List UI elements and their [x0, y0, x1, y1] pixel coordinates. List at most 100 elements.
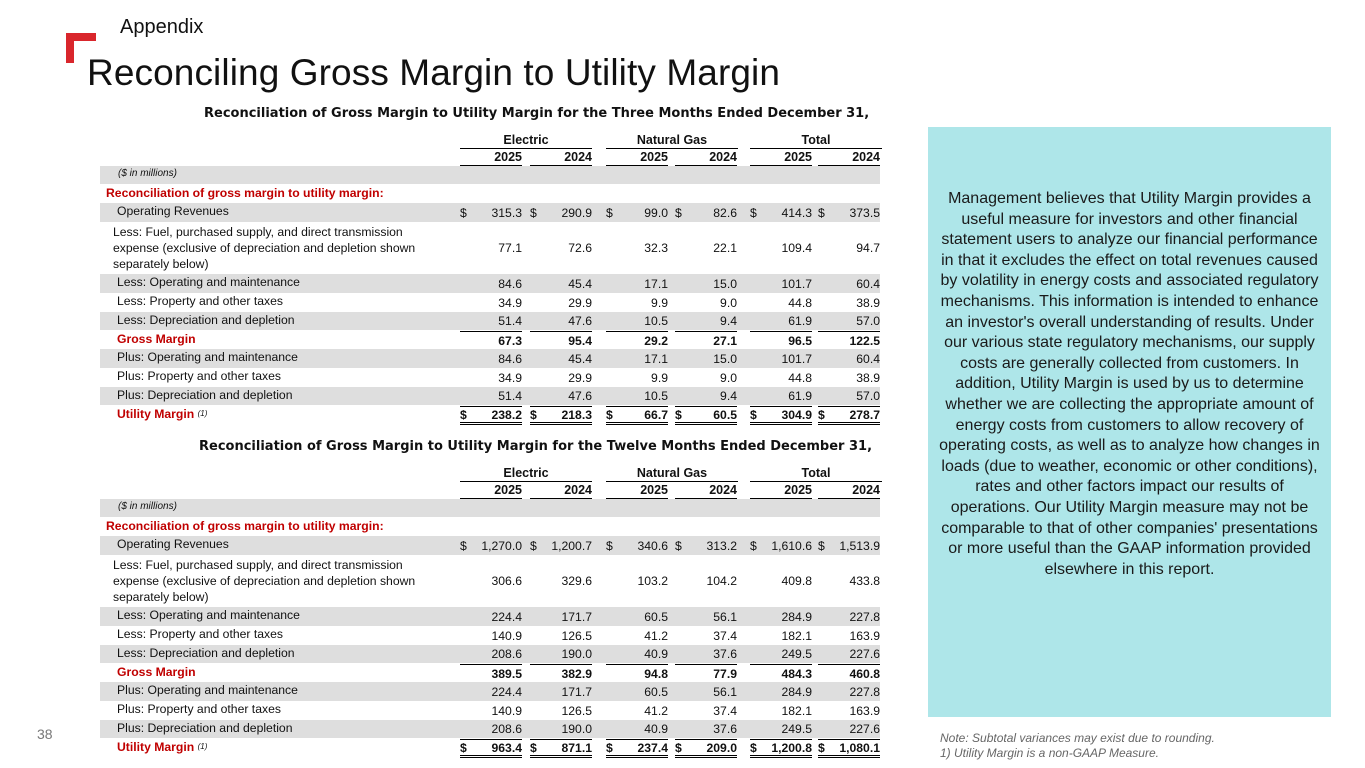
row-label: Utility Margin (1): [117, 739, 207, 755]
year-header: 2024: [530, 150, 592, 166]
value-cell: 182.1: [750, 626, 813, 645]
value-cell: 29.2: [606, 331, 668, 349]
value-text: 15.0: [713, 351, 737, 366]
value-cell: 27.1: [675, 331, 737, 349]
value-cell: 45.4: [530, 349, 592, 368]
currency-sign: $: [460, 538, 467, 553]
value-text: 484.3: [781, 666, 813, 681]
year-header: 2025: [750, 150, 812, 166]
value-text: 61.9: [788, 314, 812, 328]
table-row: Plus: Property and other taxes 140.9 126.5…: [100, 701, 880, 720]
value-cell: $237.4: [606, 739, 668, 758]
value-cell: $99.0: [606, 203, 668, 222]
row-label: Gross Margin: [117, 665, 196, 679]
value-cell: 60.5: [606, 682, 668, 701]
value-text: 109.4: [781, 241, 813, 255]
table-three-months: Electric Natural Gas Total 2025 2024 2025 2024…: [100, 133, 882, 428]
value-text: 60.4: [856, 276, 880, 291]
value-text: 40.9: [644, 647, 668, 661]
value-text: 51.4: [498, 314, 522, 328]
table-row: Gross Margin 67.3 95.4 29.2 27.1 96.5 122.5: [100, 331, 880, 349]
value-cell: 61.9: [750, 312, 812, 330]
column-group-header: Natural Gas: [606, 133, 738, 149]
value-cell: 227.6: [818, 645, 881, 663]
currency-sign: $: [750, 740, 757, 755]
year-header: 2025: [606, 483, 668, 499]
value-cell: $1,080.1: [818, 739, 880, 758]
value-text: 182.1: [781, 628, 813, 643]
value-text: 1,270.0: [481, 538, 522, 553]
value-text: 340.6: [637, 538, 669, 553]
value-text: 1,080.1: [839, 740, 880, 755]
table-row: Less: Depreciation and depletion 51.4 47.6…: [100, 312, 880, 330]
value-cell: 94.7: [818, 222, 880, 274]
value-cell: 57.0: [818, 387, 880, 405]
value-text: 237.4: [637, 740, 669, 755]
value-cell: 208.6: [460, 645, 523, 663]
row-label: Less: Operating and maintenance: [117, 608, 300, 622]
value-cell: 182.1: [750, 701, 813, 720]
table-twelve-months-title: Reconciliation of Gross Margin to Utilit…: [199, 439, 873, 454]
table-row: Utility Margin (1) $963.4 $871.1 $237.4 $209…: [100, 739, 880, 758]
value-text: 238.2: [491, 407, 523, 422]
table-row: Plus: Property and other taxes 34.9 29.9 9.…: [100, 368, 880, 387]
value-text: 140.9: [491, 703, 523, 718]
currency-sign: $: [675, 740, 682, 755]
value-text: 9.9: [651, 295, 668, 310]
value-cell: 37.4: [675, 626, 737, 645]
value-cell: $82.6: [675, 203, 737, 222]
table-row: Less: Property and other taxes 34.9 29.9 9.…: [100, 293, 880, 312]
value-text: 9.0: [720, 370, 737, 385]
row-label: Gross Margin: [117, 332, 196, 346]
table-row: Less: Fuel, purchased supply, and direct…: [100, 555, 880, 607]
value-text: 101.7: [781, 351, 813, 366]
value-text: 29.2: [644, 333, 668, 348]
value-cell: $278.7: [818, 406, 880, 425]
value-text: 224.4: [491, 684, 523, 699]
value-cell: 37.6: [675, 720, 737, 738]
row-label: Less: Operating and maintenance: [117, 275, 300, 289]
value-text: 382.9: [561, 666, 593, 681]
value-text: 15.0: [713, 276, 737, 291]
value-text: 313.2: [706, 538, 738, 553]
value-text: 37.4: [713, 703, 737, 718]
value-cell: $1,200.7: [530, 536, 592, 555]
value-cell: 224.4: [460, 607, 523, 626]
table-three-months-title: Reconciliation of Gross Margin to Utilit…: [204, 106, 870, 121]
value-text: 17.1: [644, 351, 668, 366]
value-cell: 41.2: [606, 626, 668, 645]
value-cell: 224.4: [460, 682, 523, 701]
value-text: 22.1: [713, 241, 737, 255]
value-text: 47.6: [568, 389, 592, 403]
value-text: 103.2: [637, 574, 669, 588]
table-row: Utility Margin (1) $238.2 $218.3 $66.7 $60.5…: [100, 406, 880, 425]
currency-sign: $: [530, 740, 537, 755]
value-cell: $313.2: [675, 536, 737, 555]
value-text: 249.5: [781, 647, 813, 661]
value-cell: 9.4: [675, 387, 737, 405]
value-text: 284.9: [781, 684, 813, 699]
value-cell: 163.9: [818, 626, 881, 645]
table-row: Plus: Operating and maintenance 224.4 171.…: [100, 682, 880, 701]
year-header: 2024: [675, 150, 737, 166]
value-text: 182.1: [781, 703, 813, 718]
value-cell: 38.9: [818, 293, 880, 312]
explanation-box: Management believes that Utility Margin …: [928, 127, 1331, 717]
value-text: 34.9: [498, 370, 522, 385]
currency-sign: $: [818, 205, 825, 220]
value-cell: 77.9: [675, 664, 737, 682]
explanation-text: Management believes that Utility Margin …: [939, 190, 1320, 578]
value-text: 140.9: [491, 628, 523, 643]
table-row: Less: Property and other taxes 140.9 126.5…: [100, 626, 880, 645]
currency-sign: $: [606, 205, 613, 220]
currency-sign: $: [460, 205, 467, 220]
value-text: 373.5: [849, 205, 881, 220]
table-row: Gross Margin 389.5 382.9 94.8 77.9 484.3 460.8: [100, 664, 880, 682]
value-cell: 140.9: [460, 626, 523, 645]
value-cell: $414.3: [750, 203, 812, 222]
value-cell: 126.5: [530, 626, 593, 645]
value-cell: 101.7: [750, 274, 813, 293]
value-text: 101.7: [781, 276, 813, 291]
value-text: 56.1: [713, 684, 737, 699]
value-cell: 17.1: [606, 349, 668, 368]
